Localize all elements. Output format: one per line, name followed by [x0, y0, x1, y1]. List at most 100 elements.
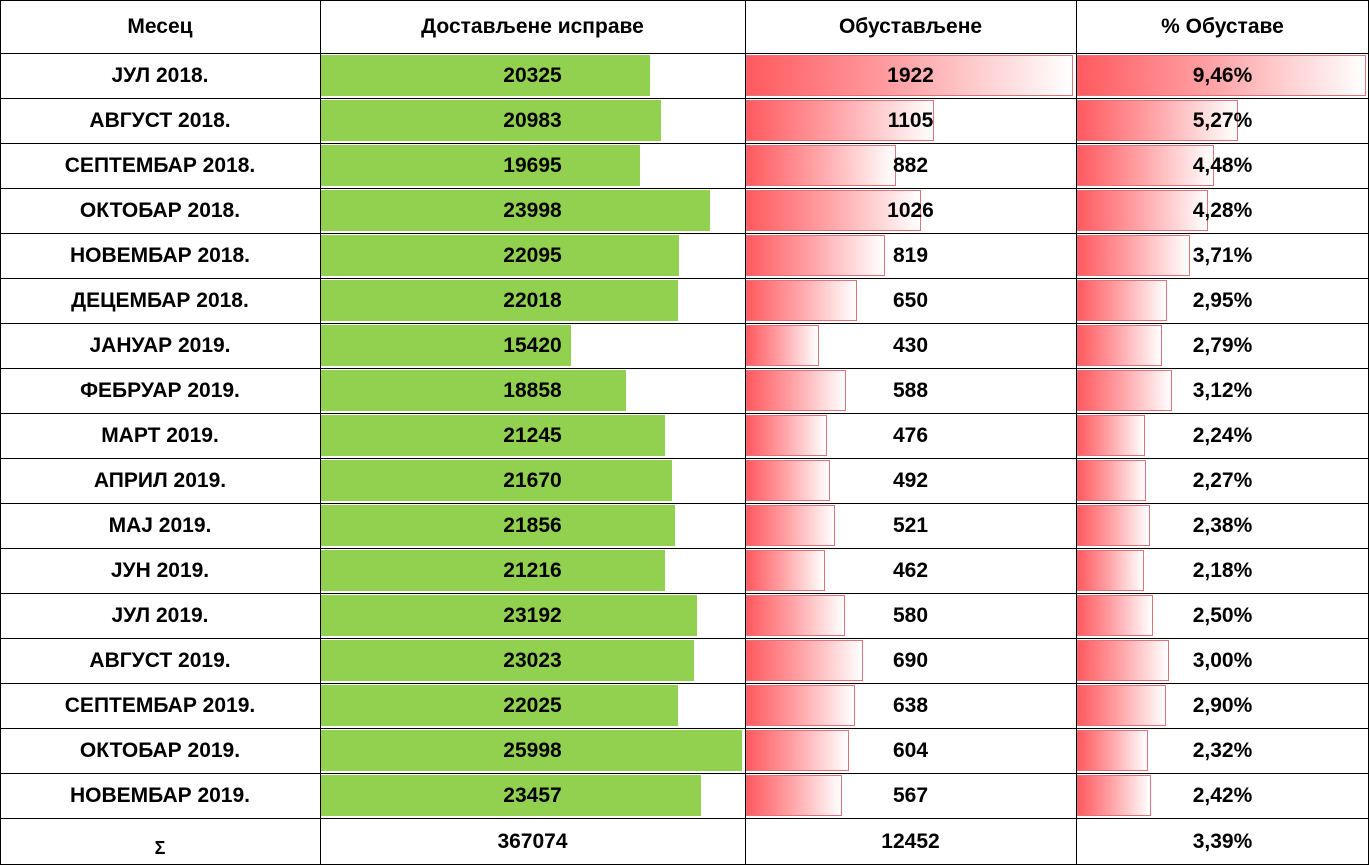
stopped-bar	[746, 370, 846, 411]
percent-bar	[1077, 55, 1366, 96]
delivered-bar	[321, 145, 640, 186]
percent-cell: 2,32%	[1076, 728, 1369, 773]
percent-cell: 2,24%	[1076, 413, 1369, 458]
delivered-cell-text: 22025	[503, 693, 562, 717]
delivered-cell-text: 22095	[503, 243, 562, 267]
percent-bar	[1077, 190, 1208, 231]
header-month-text: Месец	[127, 14, 193, 38]
month-label-text: ЈУЛ 2019.	[111, 603, 209, 627]
month-label: АВГУСТ 2019.	[0, 638, 320, 683]
grid-hline	[0, 548, 1369, 549]
month-label: ЈУЛ 2018.	[0, 53, 320, 98]
delivered-cell: 15420	[320, 323, 745, 368]
grid-hline	[0, 53, 1369, 54]
delivered-cell: 20325	[320, 53, 745, 98]
stopped-cell-text: 588	[892, 378, 929, 402]
stopped-cell-text: 650	[892, 288, 929, 312]
header-stopped: Обустављене	[745, 0, 1076, 53]
month-label-text: ЈАНУАР 2019.	[89, 333, 231, 357]
month-label: АПРИЛ 2019.	[0, 458, 320, 503]
percent-cell: 2,42%	[1076, 773, 1369, 818]
delivered-cell: 22018	[320, 278, 745, 323]
grid-vline	[745, 0, 746, 865]
delivered-cell-text: 23457	[503, 783, 562, 807]
grid-vline	[1076, 0, 1077, 865]
percent-bar	[1077, 460, 1146, 501]
delivered-bar	[321, 280, 678, 321]
stopped-bar	[746, 550, 825, 591]
stopped-cell: 638	[745, 683, 1076, 728]
stopped-cell-text: 462	[892, 558, 929, 582]
delivered-cell: 18858	[320, 368, 745, 413]
grid-hline	[0, 818, 1369, 819]
stopped-cell: 462	[745, 548, 1076, 593]
delivered-cell-text: 21245	[503, 423, 562, 447]
delivered-bar	[321, 640, 694, 681]
stopped-bar	[746, 505, 835, 546]
stopped-cell: 650	[745, 278, 1076, 323]
percent-cell-text: 2,95%	[1192, 288, 1253, 312]
delivered-cell: 23023	[320, 638, 745, 683]
delivered-cell: 21670	[320, 458, 745, 503]
stopped-cell-text: 819	[892, 243, 929, 267]
percent-cell-text: 5,27%	[1192, 108, 1253, 132]
delivered-bar	[321, 505, 675, 546]
delivered-bar	[321, 685, 678, 726]
total-label: Σ	[0, 818, 320, 865]
stopped-bar	[746, 460, 830, 501]
header-month: Месец	[0, 0, 320, 53]
percent-cell: 2,27%	[1076, 458, 1369, 503]
percent-cell-text: 4,48%	[1192, 153, 1253, 177]
percent-cell: 9,46%	[1076, 53, 1369, 98]
stopped-bar	[746, 775, 842, 816]
delivered-bar	[321, 100, 661, 141]
stopped-cell: 567	[745, 773, 1076, 818]
month-label-text: НОВЕМБАР 2019.	[69, 783, 251, 807]
delivered-cell: 22025	[320, 683, 745, 728]
percent-cell: 2,18%	[1076, 548, 1369, 593]
percent-cell-text: 2,79%	[1192, 333, 1253, 357]
percent-cell: 3,71%	[1076, 233, 1369, 278]
delivered-bar	[321, 550, 665, 591]
delivered-cell-text: 15420	[503, 333, 562, 357]
delivered-bar	[321, 775, 701, 816]
month-label-text: МАРТ 2019.	[101, 423, 219, 447]
month-label: ЈУЛ 2019.	[0, 593, 320, 638]
total-label-text: Σ	[154, 838, 166, 858]
grid-vline	[0, 0, 1, 865]
header-stopped-text: Обустављене	[838, 14, 983, 38]
delivered-cell: 22095	[320, 233, 745, 278]
percent-cell-text: 2,38%	[1192, 513, 1253, 537]
stopped-bar	[746, 280, 857, 321]
grid-hline	[0, 188, 1369, 189]
total-delivered: 367074	[320, 818, 745, 865]
stopped-cell-text: 521	[892, 513, 929, 537]
stopped-cell: 521	[745, 503, 1076, 548]
month-label-text: АВГУСТ 2018.	[89, 108, 231, 132]
stopped-cell: 588	[745, 368, 1076, 413]
percent-bar	[1077, 595, 1153, 636]
percent-cell-text: 3,71%	[1192, 243, 1253, 267]
percent-bar	[1077, 640, 1169, 681]
grid-hline	[0, 458, 1369, 459]
percent-cell: 4,28%	[1076, 188, 1369, 233]
delivered-cell-text: 23023	[503, 648, 562, 672]
total-stopped: 12452	[745, 818, 1076, 865]
stopped-bar	[746, 685, 855, 726]
delivered-cell: 20983	[320, 98, 745, 143]
month-label-text: СЕПТЕМБАР 2019.	[64, 693, 256, 717]
percent-bar	[1077, 685, 1166, 726]
grid-hline	[0, 773, 1369, 774]
stopped-cell-text: 1105	[887, 108, 934, 132]
percent-cell: 4,48%	[1076, 143, 1369, 188]
stopped-bar	[746, 55, 1073, 96]
percent-cell: 2,38%	[1076, 503, 1369, 548]
month-label-text: АПРИЛ 2019.	[93, 468, 227, 492]
percent-cell-text: 3,00%	[1192, 648, 1253, 672]
total-percent-text: 3,39%	[1192, 829, 1253, 853]
stopped-cell: 819	[745, 233, 1076, 278]
month-label: ФЕБРУАР 2019.	[0, 368, 320, 413]
grid-hline	[0, 368, 1369, 369]
percent-bar	[1077, 505, 1150, 546]
